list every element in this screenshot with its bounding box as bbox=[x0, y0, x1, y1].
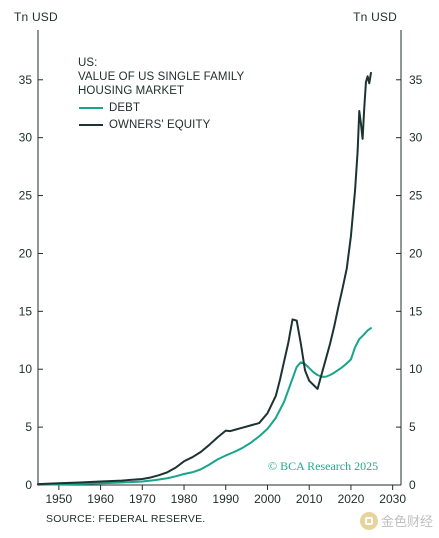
y-tick-label-left: 15 bbox=[19, 304, 33, 318]
y-tick-label-right: 0 bbox=[409, 478, 416, 492]
y-tick-label-left: 5 bbox=[25, 420, 32, 434]
source-note: SOURCE: FEDERAL RESERVE. bbox=[46, 513, 206, 525]
y-tick-label-right: 5 bbox=[409, 420, 416, 434]
chart-credit: © BCA Research 2025 bbox=[268, 459, 379, 473]
left-axis-unit-label: Tn USD bbox=[14, 10, 58, 24]
y-tick-label-left: 20 bbox=[19, 246, 33, 260]
y-tick-label-right: 15 bbox=[409, 304, 423, 318]
legend-title-line: HOUSING MARKET bbox=[78, 85, 185, 97]
y-tick-label-right: 10 bbox=[409, 362, 423, 376]
watermark-logo-icon bbox=[359, 511, 378, 530]
legend-label-equity: OWNERS' EQUITY bbox=[109, 118, 211, 131]
x-tick-label: 1950 bbox=[46, 492, 73, 506]
legend-item-debt: DEBT bbox=[78, 100, 244, 115]
x-tick-label: 1990 bbox=[212, 492, 239, 506]
legend-swatch-equity bbox=[79, 123, 103, 126]
y-tick-label-right: 30 bbox=[409, 131, 423, 145]
owners-equity-series-line bbox=[37, 71, 372, 486]
legend-title-line: US: bbox=[78, 57, 98, 69]
legend-swatch-debt bbox=[79, 106, 103, 109]
y-tick-label-left: 30 bbox=[19, 131, 33, 145]
y-tick-label-left: 0 bbox=[25, 478, 32, 492]
watermark-text: 金色财经 bbox=[380, 515, 433, 530]
x-tick-label: 1980 bbox=[171, 492, 198, 506]
debt-series-line bbox=[37, 327, 372, 486]
y-tick-label-left: 35 bbox=[19, 73, 33, 87]
legend-item-equity: OWNERS' EQUITY bbox=[78, 117, 244, 132]
x-tick-label: 1960 bbox=[87, 492, 114, 506]
x-tick-label: 1970 bbox=[129, 492, 156, 506]
x-tick-label: 2000 bbox=[254, 492, 281, 506]
y-tick-label-right: 35 bbox=[409, 73, 423, 87]
x-tick-label: 2010 bbox=[296, 492, 323, 506]
x-tick-label: 2030 bbox=[379, 492, 406, 506]
watermark: 金色财经 bbox=[359, 511, 433, 530]
y-tick-label-left: 25 bbox=[19, 189, 33, 203]
legend-title-line: VALUE OF US SINGLE FAMILY bbox=[78, 71, 245, 83]
x-tick-label: 2020 bbox=[338, 492, 365, 506]
y-tick-label-left: 10 bbox=[19, 362, 33, 376]
y-tick-label-right: 25 bbox=[409, 189, 423, 203]
chart-series bbox=[37, 71, 372, 486]
chart-legend: US: VALUE OF US SINGLE FAMILY HOUSING MA… bbox=[78, 56, 244, 132]
legend-label-debt: DEBT bbox=[109, 101, 141, 114]
y-tick-label-right: 20 bbox=[409, 246, 423, 260]
right-axis-unit-label: Tn USD bbox=[353, 10, 397, 24]
